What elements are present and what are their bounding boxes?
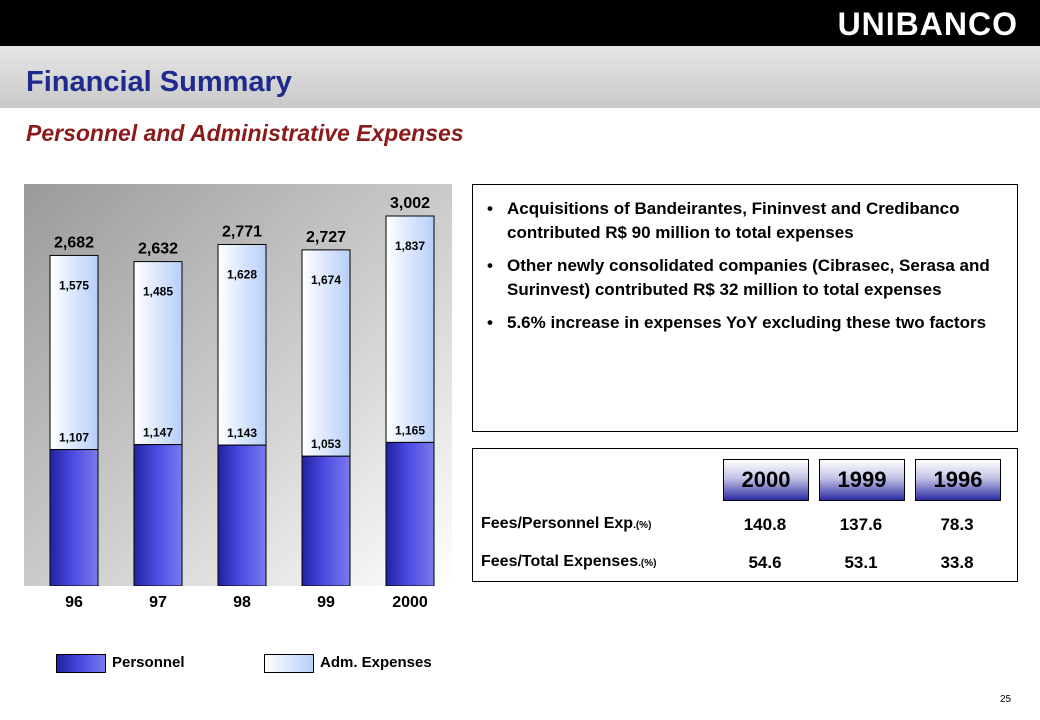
x-tick-label: 99 xyxy=(317,594,335,611)
expenses-bar-chart: 1,107 1,575 2,682 1,147 1,485 2,632 1,143 1,628… xyxy=(24,184,452,586)
bullet-text: Other newly consolidated companies (Cibr… xyxy=(507,256,990,299)
row-label-fees-personnel: Fees/Personnel Exp.(%) xyxy=(481,515,651,533)
bar-personnel xyxy=(385,441,435,586)
data-label-adm-expenses: 1,674 xyxy=(311,273,341,287)
bar-adm-expenses xyxy=(217,243,267,446)
x-tick-label: 2000 xyxy=(392,594,428,611)
bar-adm-expenses xyxy=(385,215,435,443)
table-cell: 54.6 xyxy=(748,553,782,572)
data-label-personnel: 1,143 xyxy=(227,426,257,440)
data-label-adm-expenses: 1,628 xyxy=(227,267,257,281)
table-cell: 33.8 xyxy=(940,553,974,572)
bar-personnel xyxy=(217,444,267,586)
bullet-dot: • xyxy=(487,313,493,332)
bullet-item: • Other newly consolidated companies (Cib… xyxy=(485,254,997,301)
data-label-personnel: 1,165 xyxy=(395,423,425,437)
data-label-total: 2,632 xyxy=(138,241,178,258)
row-label-unit: .(%) xyxy=(638,558,657,569)
legend-label-adm-expenses: Adm. Expenses xyxy=(320,654,432,671)
bar-personnel xyxy=(133,444,183,586)
table-cell: 137.6 xyxy=(839,515,883,534)
unibanco-logo: UNIBANCO xyxy=(837,6,1018,42)
data-label-total: 2,771 xyxy=(222,223,262,240)
x-tick-label: 97 xyxy=(149,594,167,611)
page-title: Financial Summary xyxy=(26,66,292,98)
bar-personnel xyxy=(301,455,351,586)
bar-adm-expenses xyxy=(301,249,351,457)
year-header-2000: 2000 xyxy=(723,459,809,501)
bullet-text: 5.6% increase in expenses YoY excluding … xyxy=(507,313,987,332)
bullet-item: • Acquisitions of Bandeirantes, Fininvest… xyxy=(485,197,997,244)
year-header-1996: 1996 xyxy=(915,459,1001,501)
data-label-personnel: 1,107 xyxy=(59,431,89,445)
bullet-text: Acquisitions of Bandeirantes, Fininvest … xyxy=(507,199,960,242)
legend-swatch-adm-expenses xyxy=(264,654,314,673)
table-cell: 53.1 xyxy=(844,553,878,572)
data-label-adm-expenses: 1,837 xyxy=(395,239,425,253)
row-label-text: Fees/Personnel Exp xyxy=(481,515,634,532)
ratio-table: 2000 1999 1996 Fees/Personnel Exp.(%) 14… xyxy=(472,448,1018,582)
table-cell: 140.8 xyxy=(743,515,787,534)
bullet-item: • 5.6% increase in expenses YoY excluding… xyxy=(485,311,997,335)
bullet-list: • Acquisitions of Bandeirantes, Fininvest… xyxy=(473,185,1017,335)
data-label-total: 2,727 xyxy=(306,229,346,246)
top-bar: UNIBANCO xyxy=(0,0,1040,46)
bullet-dot: • xyxy=(487,256,493,275)
data-label-adm-expenses: 1,485 xyxy=(143,285,173,299)
legend-swatch-personnel xyxy=(56,654,106,673)
data-label-adm-expenses: 1,575 xyxy=(59,278,89,292)
data-label-personnel: 1,147 xyxy=(143,426,173,440)
x-tick-label: 96 xyxy=(65,594,83,611)
bar-personnel xyxy=(49,449,99,586)
x-tick-label: 98 xyxy=(233,594,251,611)
bullet-box: • Acquisitions of Bandeirantes, Fininvest… xyxy=(472,184,1018,432)
year-header-1999: 1999 xyxy=(819,459,905,501)
table-cell: 78.3 xyxy=(940,515,974,534)
legend-label-personnel: Personnel xyxy=(112,654,185,671)
bar-adm-expenses xyxy=(133,261,183,446)
row-label-fees-total: Fees/Total Expenses.(%) xyxy=(481,553,656,571)
row-label-unit: .(%) xyxy=(633,520,652,531)
row-label-text: Fees/Total Expenses xyxy=(481,553,639,570)
data-label-personnel: 1,053 xyxy=(311,437,341,451)
data-label-total: 3,002 xyxy=(390,195,430,212)
data-label-total: 2,682 xyxy=(54,234,94,251)
page-number: 25 xyxy=(1000,694,1012,705)
page-subtitle: Personnel and Administrative Expenses xyxy=(26,120,464,146)
bullet-dot: • xyxy=(487,199,493,218)
title-bar xyxy=(0,46,1040,108)
